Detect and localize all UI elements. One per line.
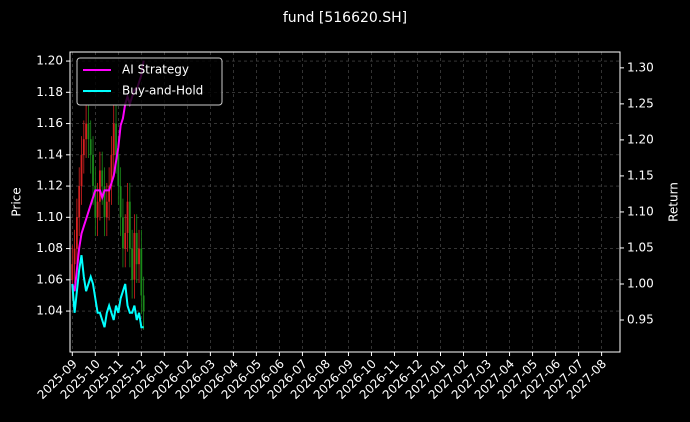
candle-body	[94, 186, 97, 218]
y-tick-label: 1.06	[36, 272, 63, 286]
candle-body	[140, 248, 143, 296]
y2-tick-label: 1.00	[627, 276, 654, 290]
y-tick-label: 1.04	[36, 304, 63, 318]
candle-body	[78, 186, 81, 218]
legend-label: Buy-and-Hold	[122, 84, 203, 98]
y2-tick-label: 1.10	[627, 204, 654, 218]
candle-body	[131, 248, 134, 280]
candle-body	[108, 186, 111, 202]
candle-body	[138, 248, 140, 265]
line-series	[71, 255, 144, 329]
candle-body	[96, 201, 99, 218]
candle-body	[142, 295, 145, 312]
y-tick-label: 1.14	[36, 147, 63, 161]
candle-body	[135, 232, 138, 265]
candle-body	[87, 123, 90, 140]
y-tick-label: 1.08	[36, 241, 63, 255]
candle-body	[71, 264, 74, 280]
y2-tick-label: 1.20	[627, 132, 654, 146]
candle-body	[128, 201, 131, 249]
y2-tick-label: 1.05	[627, 240, 654, 254]
y-tick-label: 1.16	[36, 116, 63, 130]
y-tick-label: 1.20	[36, 54, 63, 68]
y2-tick-label: 1.25	[627, 96, 654, 110]
candle-body	[124, 232, 127, 249]
candle-body	[76, 217, 78, 249]
y-tick-label: 1.18	[36, 85, 63, 99]
candle-body	[119, 186, 122, 218]
y-tick-label: 1.12	[36, 179, 63, 193]
candle-body	[122, 217, 124, 249]
legend-box	[76, 57, 223, 106]
candle-body	[117, 154, 120, 187]
candle-body	[105, 201, 108, 218]
candle-body	[133, 232, 136, 280]
y2-tick-label: 1.15	[627, 168, 654, 182]
candle-body	[82, 139, 85, 155]
candle-body	[99, 170, 101, 202]
candle-body	[115, 123, 117, 155]
candle-body	[73, 248, 76, 265]
y2-tick-label: 1.30	[627, 60, 654, 74]
candle-body	[112, 123, 115, 155]
candle-body	[126, 201, 129, 233]
y2-tick-label: 0.95	[627, 313, 654, 327]
legend-label: AI Strategy	[122, 63, 189, 77]
candle-body	[85, 123, 88, 140]
candle-body	[101, 170, 104, 187]
candle-body	[103, 186, 106, 218]
candle-body	[110, 154, 113, 187]
chart-title: fund [516620.SH]	[283, 10, 407, 26]
plot-frame	[69, 51, 621, 353]
y-axis-label: Price	[10, 187, 24, 216]
candle-body	[89, 139, 92, 155]
y2-axis-label: Return	[667, 182, 681, 222]
candle-body	[80, 154, 83, 187]
candle-body	[92, 154, 94, 187]
y-tick-label: 1.10	[36, 210, 63, 224]
